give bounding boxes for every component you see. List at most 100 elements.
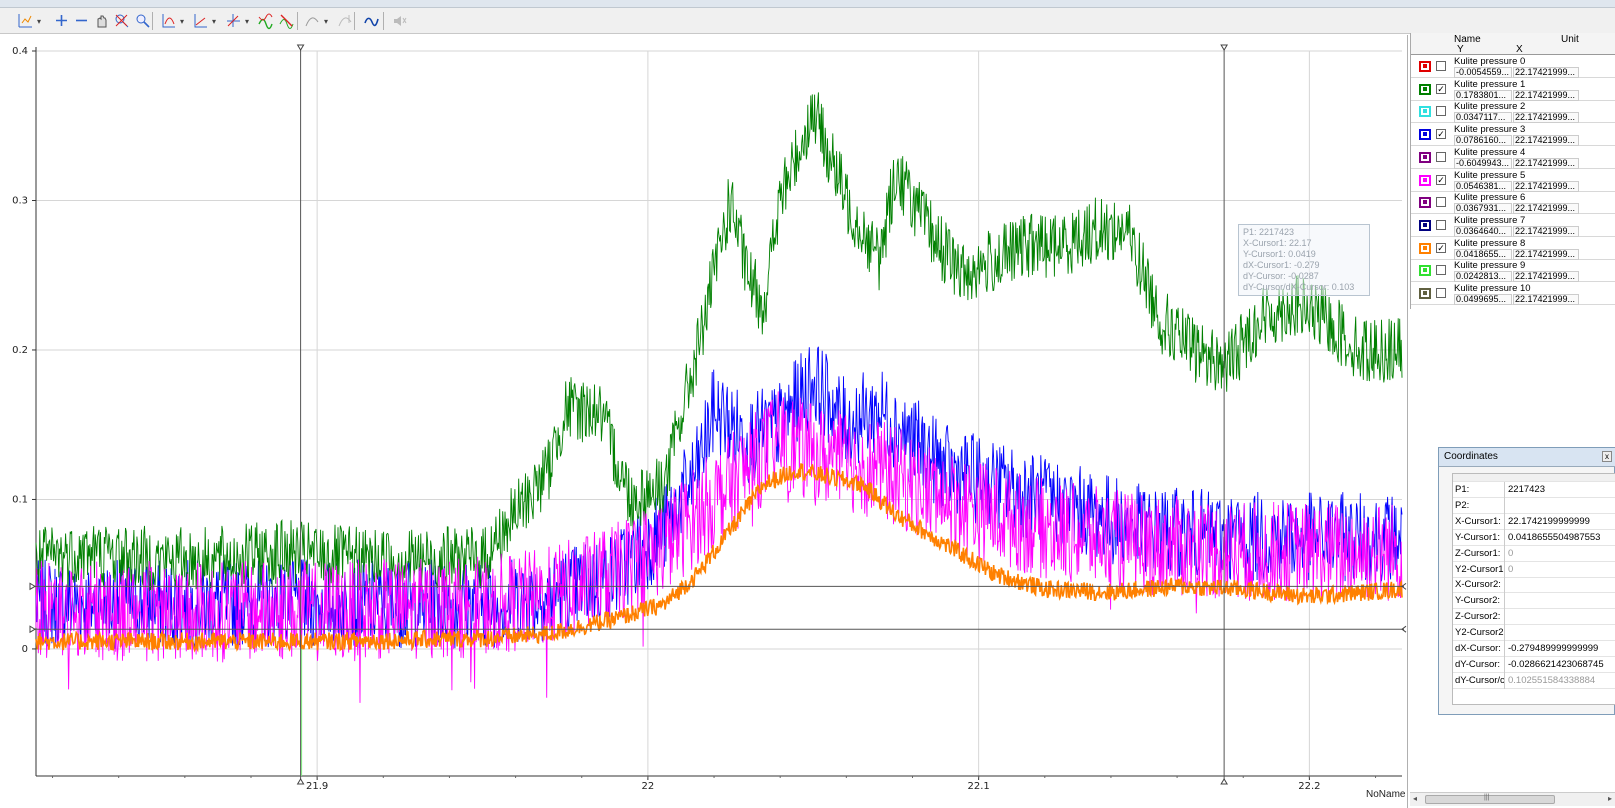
scroll-right-icon[interactable]: ▸ (1608, 794, 1612, 803)
visibility-checkbox[interactable] (1436, 288, 1446, 298)
coordinate-value[interactable] (1506, 609, 1615, 625)
coordinate-value[interactable]: 22.1742199999999 (1506, 514, 1615, 530)
color-swatch-icon[interactable] (1419, 106, 1431, 117)
coordinate-key: Y-Cursor2: (1453, 593, 1505, 609)
channel-y-value: 0.0242813... (1454, 271, 1512, 282)
remove-cursor-button[interactable] (72, 11, 91, 30)
coordinate-value[interactable]: 2217423 (1506, 482, 1615, 498)
visibility-checkbox[interactable]: ✓ (1436, 84, 1446, 94)
coordinate-value[interactable]: 0.0418655504987553 (1506, 530, 1615, 546)
coordinate-value[interactable] (1506, 498, 1615, 514)
cursor-handle-left-icon (30, 583, 35, 589)
coordinate-value[interactable]: -0.279489999999999 (1506, 641, 1615, 657)
legend-row[interactable]: ✓ Kulite pressure 1 0.1783801... 22.1742199… (1411, 78, 1615, 101)
smooth-button[interactable] (362, 11, 381, 30)
mute-button[interactable] (390, 11, 409, 30)
visibility-checkbox[interactable] (1436, 197, 1446, 207)
coordinate-value[interactable]: 0.102551584338884 (1506, 673, 1615, 689)
pan-button[interactable] (92, 11, 111, 30)
visibility-checkbox[interactable] (1436, 265, 1446, 275)
channel-name: Kulite pressure 10 (1454, 283, 1531, 294)
autoscale-off-button[interactable] (277, 11, 296, 30)
coordinates-row: Y-Cursor2: (1453, 593, 1615, 609)
coordinate-key: Y-Cursor1: (1453, 530, 1505, 546)
legend-row[interactable]: Kulite pressure 9 0.0242813... 22.17421999… (1411, 259, 1615, 282)
plot-area[interactable]: 0 0.1 0.2 0.3 0.4 21.9 22 22.1 22.2 (0, 35, 1408, 808)
coordinates-row: Y-Cursor1: 0.0418655504987553 (1453, 530, 1615, 546)
curve-disabled-button[interactable] (336, 11, 355, 30)
coordinate-value[interactable]: 0 (1506, 562, 1615, 578)
chevron-down-icon[interactable]: ▾ (245, 17, 249, 26)
coordinates-row: Y2-Cursor2 (1453, 625, 1615, 641)
coordinate-value[interactable]: 0 (1506, 546, 1615, 562)
close-icon[interactable]: x (1602, 451, 1612, 462)
channel-name: Kulite pressure 2 (1454, 101, 1525, 112)
scroll-left-icon[interactable]: ◂ (1413, 794, 1417, 803)
color-swatch-icon[interactable] (1419, 175, 1431, 186)
channel-y-value: 0.0499695... (1454, 294, 1512, 305)
chevron-down-icon[interactable]: ▾ (180, 17, 184, 26)
color-swatch-icon[interactable] (1419, 265, 1431, 276)
legend-row[interactable]: Kulite pressure 4 -0.6049943... 22.1742199… (1411, 146, 1615, 169)
cursor-handle-bottom-icon (1221, 779, 1227, 784)
color-swatch-icon[interactable] (1419, 243, 1431, 254)
curve-tool-button[interactable] (303, 11, 322, 30)
color-swatch-icon[interactable] (1419, 152, 1431, 163)
legend-horizontal-scrollbar[interactable]: ◂ ||| ▸ (1410, 792, 1615, 806)
select-tool-button[interactable] (16, 11, 35, 30)
y-tick-label: 0.3 (12, 195, 28, 206)
legend-row[interactable]: ✓ Kulite pressure 3 0.0786160... 22.1742199… (1411, 123, 1615, 146)
coordinate-value[interactable] (1506, 625, 1615, 641)
coordinate-value[interactable]: -0.0286621423068745 (1506, 657, 1615, 673)
visibility-checkbox[interactable]: ✓ (1436, 243, 1446, 253)
tooltip-line: X-Cursor1: 22.17 (1243, 238, 1365, 249)
channel-y-value: 0.0546381... (1454, 181, 1512, 192)
coordinates-row: Z-Cursor2: (1453, 609, 1615, 625)
color-swatch-icon[interactable] (1419, 288, 1431, 299)
channel-name: Kulite pressure 1 (1454, 79, 1525, 90)
color-swatch-icon[interactable] (1419, 129, 1431, 140)
visibility-checkbox[interactable]: ✓ (1436, 175, 1446, 185)
visibility-checkbox[interactable] (1436, 152, 1446, 162)
legend-row[interactable]: Kulite pressure 10 0.0499695... 22.1742199… (1411, 282, 1615, 305)
axis-y-button[interactable] (159, 11, 178, 30)
coordinate-value[interactable] (1506, 593, 1615, 609)
zoom-reset-button[interactable] (112, 11, 131, 30)
visibility-checkbox[interactable] (1436, 106, 1446, 116)
axis-xy-button[interactable] (191, 11, 210, 30)
chevron-down-icon[interactable]: ▾ (37, 17, 41, 26)
coordinate-key: dX-Cursor: (1453, 641, 1505, 657)
swatch-dot (1423, 246, 1427, 250)
swatch-dot (1423, 200, 1427, 204)
chart-svg[interactable]: 0 0.1 0.2 0.3 0.4 21.9 22 22.1 22.2 (0, 35, 1408, 808)
add-cursor-button[interactable] (52, 11, 71, 30)
color-swatch-icon[interactable] (1419, 220, 1431, 231)
legend-row[interactable]: Kulite pressure 7 0.0364640... 22.17421999… (1411, 214, 1615, 237)
visibility-checkbox[interactable] (1436, 61, 1446, 71)
minus-icon (72, 11, 91, 30)
legend-row[interactable]: ✓ Kulite pressure 8 0.0418655... 22.1742199… (1411, 237, 1615, 260)
coordinate-key: P1: (1453, 482, 1505, 498)
chevron-down-icon[interactable]: ▾ (324, 17, 328, 26)
toolbar: ▾ ▾ ▾ ▾ ▾ (0, 8, 1615, 34)
autoscale-button[interactable] (256, 11, 275, 30)
smooth-icon (362, 11, 381, 30)
chevron-down-icon[interactable]: ▾ (212, 17, 216, 26)
color-swatch-icon[interactable] (1419, 197, 1431, 208)
swatch-dot (1423, 132, 1427, 136)
channel-y-value: 0.0347117... (1454, 112, 1512, 123)
legend-row[interactable]: Kulite pressure 6 0.0367931... 22.17421999… (1411, 191, 1615, 214)
coordinate-key: Y2-Cursor2 (1453, 625, 1505, 641)
zoom-button[interactable] (133, 11, 152, 30)
color-swatch-icon[interactable] (1419, 61, 1431, 72)
color-swatch-icon[interactable] (1419, 84, 1431, 95)
visibility-checkbox[interactable]: ✓ (1436, 129, 1446, 139)
cursor-handle-left-icon (30, 626, 35, 632)
legend-row[interactable]: Kulite pressure 0 -0.0054559... 22.1742199… (1411, 55, 1615, 78)
visibility-checkbox[interactable] (1436, 220, 1446, 230)
coordinate-value[interactable] (1506, 577, 1615, 593)
legend-row[interactable]: Kulite pressure 2 0.0347117... 22.17421999… (1411, 100, 1615, 123)
scroll-thumb[interactable]: ||| (1425, 795, 1555, 804)
legend-row[interactable]: ✓ Kulite pressure 5 0.0546381... 22.1742199… (1411, 169, 1615, 192)
axis-cross-button[interactable] (224, 11, 243, 30)
